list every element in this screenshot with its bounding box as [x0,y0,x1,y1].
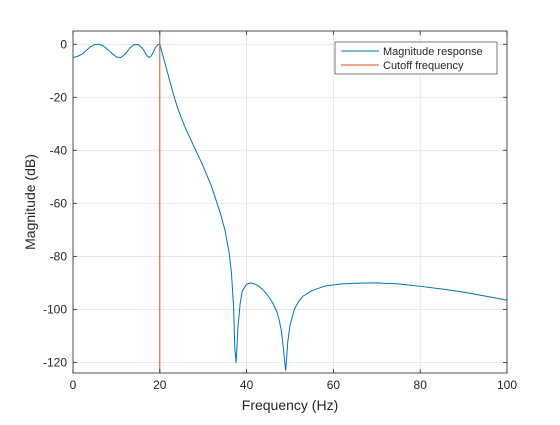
ticks: 0 20 40 60 80 100 0 -20 -40 -60 -80 -100 -120 [43,31,517,392]
x-axis-label: Frequency (Hz) [242,397,338,413]
axes-box [72,30,508,374]
x-tick-label: 0 [70,378,77,392]
magnitude-response-line [72,43,508,371]
y-tick-label: -20 [50,90,68,104]
y-axis-label: Magnitude (dB) [22,154,38,250]
x-tick-label: 40 [240,378,254,392]
y-tick-label: -100 [43,302,67,316]
series-lines [72,31,508,373]
legend-label-magnitude: Magnitude response [383,46,483,58]
x-tick-label: 20 [153,378,167,392]
x-tick-label: 60 [327,378,341,392]
x-tick-label: 80 [414,378,428,392]
y-tick-label: 0 [60,37,67,51]
legend-label-cutoff: Cutoff frequency [383,60,464,72]
legend-box [334,41,498,75]
legend[interactable]: Magnitude response Cutoff frequency [334,41,498,75]
y-tick-label: -120 [43,355,67,369]
plot-background [73,31,507,373]
y-tick-label: -40 [50,143,68,157]
y-tick-label: -80 [50,249,68,263]
y-tick-label: -60 [50,196,68,210]
x-tick-label: 100 [497,378,517,392]
